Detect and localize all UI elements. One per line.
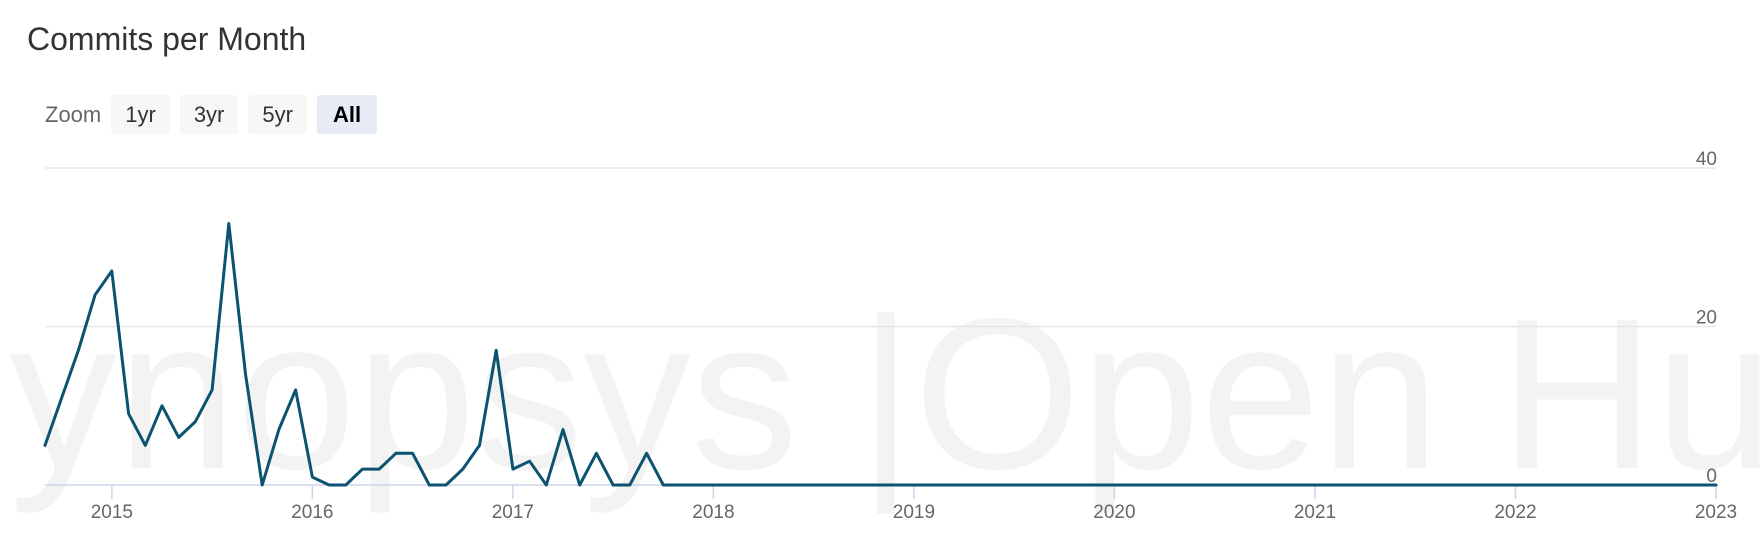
x-tick-label: 2015 [91,502,133,523]
chart-title: Commits per Month [27,21,307,57]
x-tick-label: 2023 [1695,502,1737,523]
zoom-5yr-button[interactable]: 5yr [248,95,307,134]
zoom-label: Zoom [45,101,102,127]
y-tick-label: 40 [1696,149,1717,170]
zoom-1yr-button[interactable]: 1yr [111,95,170,134]
zoom-3yr-button[interactable]: 3yr [179,95,239,134]
y-tick-label: 20 [1696,308,1717,329]
x-tick-label: 2016 [291,502,333,523]
x-tick-label: 2018 [692,502,734,523]
grid-lines [45,167,1716,328]
zoom-controls: Zoom 1yr 3yr 5yr All [45,95,387,134]
x-tick-label: 2020 [1093,502,1135,523]
series-line [43,222,1718,487]
x-tick-label: 2022 [1494,502,1536,523]
x-tick-label: 2017 [492,502,534,523]
x-tick-label: 2019 [893,502,935,523]
y-axis: 0 20 40 [1696,149,1717,487]
y-tick-label: 0 [1706,466,1717,487]
x-tick-label: 2021 [1294,502,1336,523]
zoom-all-button[interactable]: All [316,95,378,134]
